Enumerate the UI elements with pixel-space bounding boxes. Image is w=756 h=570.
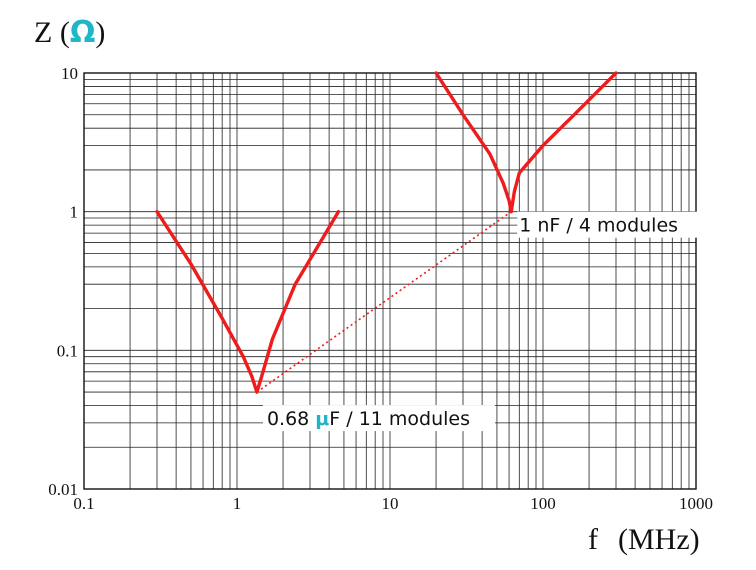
series-line-2 <box>434 71 618 214</box>
y-tick-label: 1 <box>70 203 79 222</box>
series-layer <box>155 71 618 394</box>
y-tick-label: 10 <box>61 64 78 83</box>
annotation-background <box>262 405 495 432</box>
x-tick-label: 0.1 <box>73 494 94 513</box>
connector-line <box>256 211 512 393</box>
x-axis-label: f (MHz) <box>588 523 700 556</box>
annotation-capacitor-0-68uF: 0.68 μF / 11 modules <box>267 408 470 430</box>
x-tick-label: 1000 <box>679 494 713 513</box>
x-tick-label: 1 <box>233 494 242 513</box>
ohm-symbol: Ω <box>70 15 96 50</box>
annotations: 0.68 μF / 11 modules 1 nF / 4 modules <box>262 211 704 432</box>
y-tick-label: 0.01 <box>48 480 78 499</box>
annotation-capacitor-1nF: 1 nF / 4 modules <box>519 215 678 237</box>
annotation-background <box>517 211 704 238</box>
x-axis-unit: (MHz) <box>618 523 700 556</box>
x-tick-label: 100 <box>530 494 556 513</box>
series-line-1 <box>155 210 341 394</box>
x-tick-label: 10 <box>382 494 399 513</box>
y-axis-label: Z (Ω) <box>34 15 105 50</box>
plot-frame <box>83 72 697 490</box>
y-tick-label: 0.1 <box>57 341 78 360</box>
